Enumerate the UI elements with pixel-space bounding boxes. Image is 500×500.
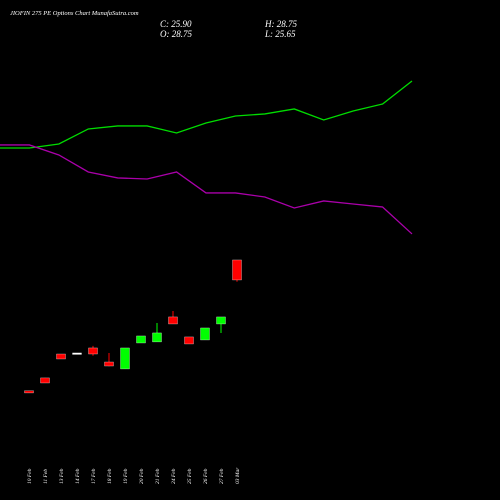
candle-body	[168, 316, 178, 325]
candle-body	[200, 327, 210, 341]
x-tick-label: 24 Feb	[170, 468, 177, 484]
candle-body	[40, 377, 50, 384]
candle-body	[88, 347, 98, 355]
candle-body	[24, 390, 34, 394]
chart-title: JIOFIN 275 PE Options Chart MunafaSutra.…	[10, 10, 139, 17]
x-tick-label: 18 Feb	[107, 468, 113, 484]
x-tick-label: 10 Feb	[27, 468, 33, 484]
info-high: H: 28.75	[264, 19, 297, 29]
info-low: L: 25.65	[264, 29, 296, 39]
candle-body	[152, 332, 162, 343]
x-tick-label: 11 Feb	[43, 469, 49, 484]
info-open: O: 28.75	[160, 29, 192, 39]
x-tick-label: 21 Feb	[155, 468, 161, 484]
x-tick-label: 14 Feb	[74, 468, 81, 484]
indicator-line	[0, 80, 413, 149]
candle-body	[184, 336, 194, 345]
indicator-line	[0, 144, 413, 235]
info-close: C: 25.90	[160, 19, 192, 29]
candle-body	[136, 335, 146, 344]
x-tick-label: 20 Feb	[139, 468, 145, 484]
x-tick-label: 03 Mar	[235, 467, 241, 484]
x-tick-label: 19 Feb	[123, 468, 129, 484]
x-tick-label: 13 Feb	[59, 468, 65, 484]
candle-body	[56, 353, 66, 360]
x-tick-label: 26 Feb	[203, 468, 209, 484]
x-tick-label: 27 Feb	[219, 468, 225, 484]
candle-body	[216, 316, 226, 325]
x-tick-label: 25 Feb	[187, 468, 193, 484]
x-tick-label: 17 Feb	[91, 468, 97, 484]
candle-body	[232, 259, 242, 281]
candle-body	[72, 352, 82, 355]
candle-body	[104, 361, 114, 367]
candle-body	[120, 347, 130, 370]
